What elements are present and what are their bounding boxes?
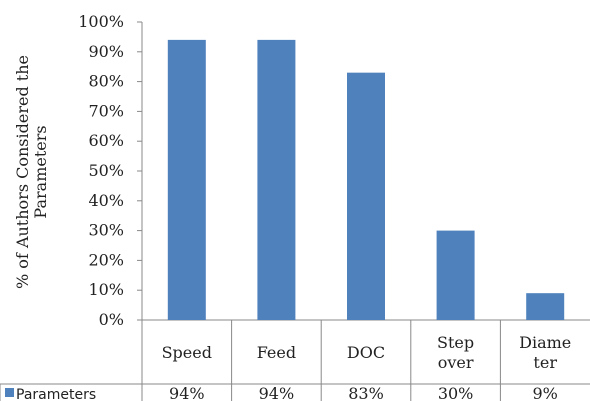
data-table-value: 9% xyxy=(533,384,558,401)
bar-2 xyxy=(347,72,385,320)
bar-4 xyxy=(526,293,565,320)
category-label: Speed xyxy=(162,343,212,362)
data-table-value: 83% xyxy=(348,384,384,401)
y-tick-label: 60% xyxy=(88,131,124,150)
category-label: over xyxy=(438,353,474,372)
y-tick-label: 80% xyxy=(88,72,124,91)
bar-0 xyxy=(167,39,206,320)
data-table-value: 94% xyxy=(169,384,205,401)
y-axis-title-line: Parameters xyxy=(31,125,50,218)
legend-swatch xyxy=(5,388,14,397)
bar-3 xyxy=(436,230,475,320)
y-tick-label: 90% xyxy=(88,42,124,61)
y-tick-label: 40% xyxy=(88,191,124,210)
y-tick-label: 0% xyxy=(99,310,124,329)
legend-series-name: Parameters xyxy=(16,387,96,401)
category-label: ter xyxy=(533,353,557,372)
category-label: Feed xyxy=(257,343,296,362)
category-label: DOC xyxy=(347,343,385,362)
y-tick-label: 10% xyxy=(88,280,124,299)
y-tick-label: 50% xyxy=(88,161,124,180)
category-label: Diame xyxy=(519,333,571,352)
y-tick-label: 70% xyxy=(88,101,124,120)
data-table-value: 30% xyxy=(438,384,474,401)
y-tick-label: 100% xyxy=(78,12,124,31)
y-axis-title-line: % of Authors Considered the xyxy=(13,55,32,289)
y-tick-label: 20% xyxy=(88,250,124,269)
y-axis-label: % of Authors Considered the Parameters xyxy=(13,55,50,289)
category-label: Step xyxy=(437,333,474,352)
data-table-value: 94% xyxy=(259,384,295,401)
y-tick-label: 30% xyxy=(88,221,124,240)
bar-series xyxy=(167,39,565,320)
bar-1 xyxy=(257,39,296,320)
y-axis-ticks: 0% 10% 20% 30% 40% 50% 60% 70% 80% 90% 100% xyxy=(78,12,142,329)
